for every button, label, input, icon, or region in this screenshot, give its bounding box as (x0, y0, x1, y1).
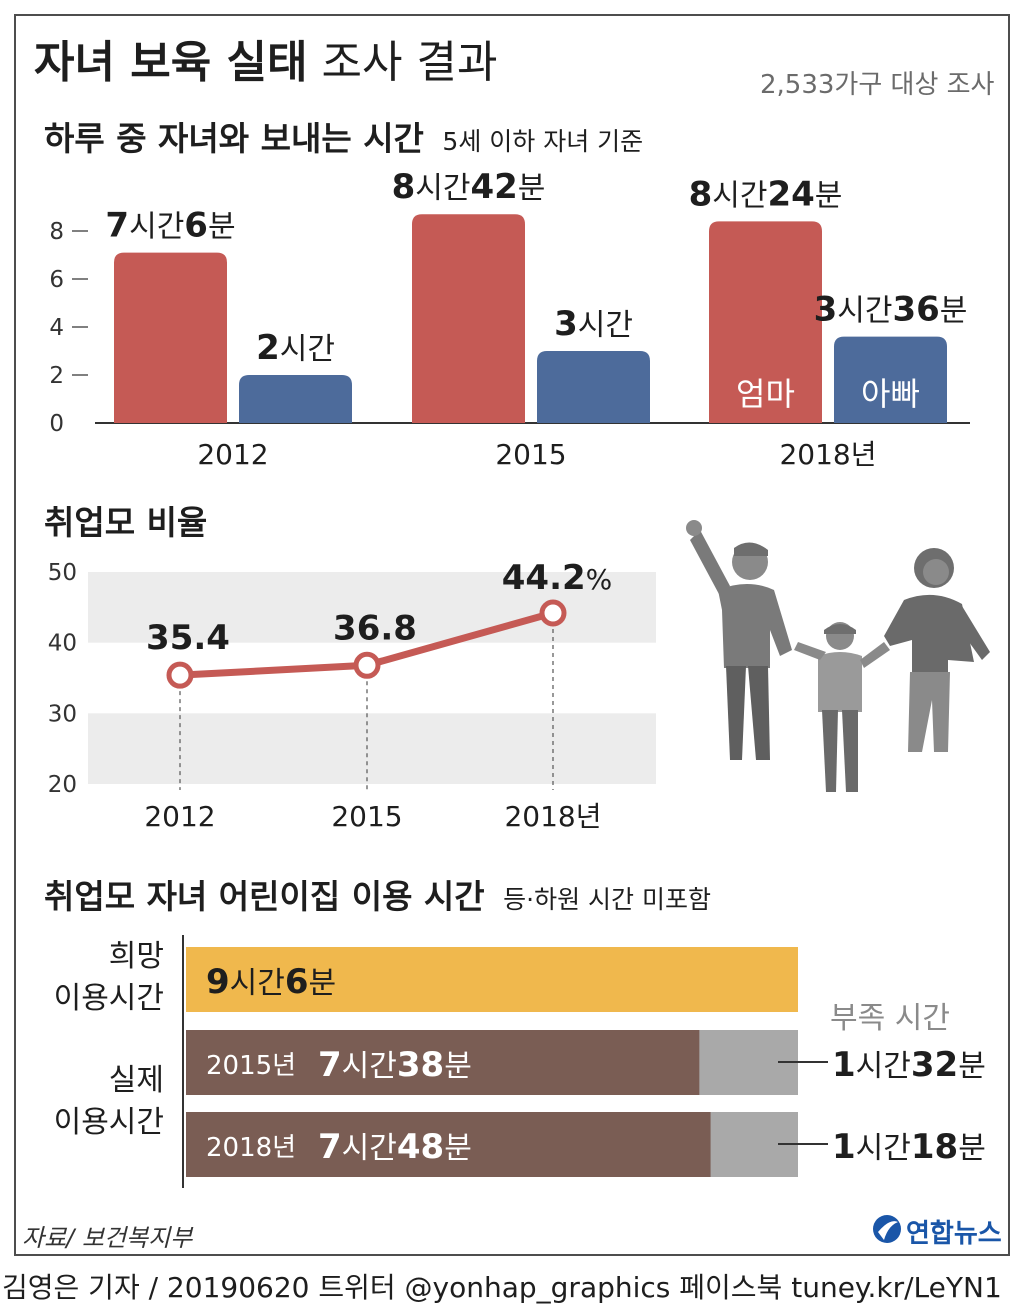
group-label: 이용시간 (54, 981, 164, 1016)
bar-dad (834, 336, 947, 423)
source-note: 자료/ 보건복지부 (22, 1224, 193, 1252)
section1-title: 하루 중 자녀와 보내는 시간 (44, 119, 424, 158)
x-category-label: 2015 (331, 800, 402, 833)
section2-title: 취업모 비율 (44, 503, 208, 542)
shortfall-header: 부족 시간 (830, 1001, 950, 1036)
bar-value-label: 7시간38분 (318, 1045, 472, 1085)
bar-value-label: 3시간36분 (814, 290, 968, 330)
shortfall-value-label: 1시간18분 (832, 1127, 986, 1167)
bar-actual (186, 1112, 711, 1177)
y-tick-label: 6 (49, 267, 64, 293)
y-tick-label: 20 (48, 772, 77, 798)
family-illustration (686, 520, 990, 792)
bar-value-label: 3시간 (554, 304, 633, 344)
series-legend-label: 아빠 (861, 375, 920, 413)
y-tick-label: 4 (49, 315, 64, 341)
data-value-label: 35.4 (146, 618, 230, 658)
grid-band (88, 713, 656, 784)
section1-heading: 하루 중 자녀와 보내는 시간 5세 이하 자녀 기준 (44, 112, 643, 160)
shortfall-value-label: 1시간32분 (832, 1045, 986, 1085)
bar-value-label: 2시간 (256, 328, 335, 368)
y-tick-label: 40 (48, 631, 77, 657)
working-mother-ratio-chart: 20 30 40 50 2012 2015 2018년 35.4 36.8 44.2% (48, 558, 656, 833)
x-category-label: 2015 (495, 438, 566, 471)
bar-year-label: 2015년 (206, 1051, 296, 1081)
bar-hope (186, 947, 798, 1012)
x-category-label: 2012 (197, 438, 268, 471)
x-category-label: 2018년 (779, 438, 876, 471)
survey-note: 2,533가구 대상 조사 (760, 70, 995, 100)
section1-subtitle: 5세 이하 자녀 기준 (442, 127, 644, 156)
x-category-label: 2012 (144, 800, 215, 833)
bar-value-label: 8시간24분 (689, 174, 843, 214)
y-tick-label: 8 (49, 219, 64, 245)
bar-dad (537, 351, 650, 423)
yonhap-logo (873, 1215, 901, 1243)
bar-value-label: 8시간42분 (392, 167, 546, 207)
bar-actual (186, 1030, 700, 1095)
bar-year-label: 2018년 (206, 1133, 296, 1163)
page-title-light: 조사 결과 (321, 37, 498, 88)
section3-title: 취업모 자녀 어린이집 이용 시간 (44, 877, 485, 916)
page-title: 자녀 보육 실태 조사 결과 (34, 26, 497, 90)
y-tick-label: 30 (48, 701, 77, 727)
data-point (166, 661, 194, 689)
bar-mom (709, 221, 822, 423)
bar-mom (114, 252, 227, 423)
y-tick-label: 2 (49, 363, 64, 389)
group-label: 실제 (109, 1063, 164, 1098)
data-point (539, 599, 567, 627)
group-label: 희망 (109, 939, 164, 974)
infographic-frame (14, 14, 1010, 1256)
section3-subtitle: 등·하원 시간 미포함 (503, 885, 711, 914)
bar-value-label: 7시간6분 (105, 206, 235, 246)
bar-value-label: 9시간6분 (206, 962, 336, 1002)
series-legend-label: 엄마 (736, 375, 795, 413)
bar-value-label: 7시간48분 (318, 1127, 472, 1167)
bar-mom (412, 214, 525, 423)
credit-line: 김영은 기자 / 20190620 트위터 @yonhap_graphics 페… (2, 1271, 1002, 1304)
section3-heading: 취업모 자녀 어린이집 이용 시간 등·하원 시간 미포함 (44, 870, 711, 918)
group-label: 이용시간 (54, 1105, 164, 1140)
bar-dad (239, 375, 352, 423)
logo-text: 연합뉴스 (906, 1219, 1002, 1249)
time-with-children-chart: 0 2 4 6 8 2012 7시간6분 2시간 2015 8시간42분 3시간 2018년 8시간24… (49, 167, 970, 471)
data-value-label: 44.2% (502, 558, 613, 598)
y-tick-label: 50 (48, 560, 77, 586)
page-title-bold: 자녀 보육 실태 (34, 37, 308, 88)
data-point (353, 651, 381, 679)
data-value-label: 36.8 (333, 608, 417, 648)
x-category-label: 2018년 (504, 800, 601, 833)
y-tick-label: 0 (49, 411, 64, 437)
